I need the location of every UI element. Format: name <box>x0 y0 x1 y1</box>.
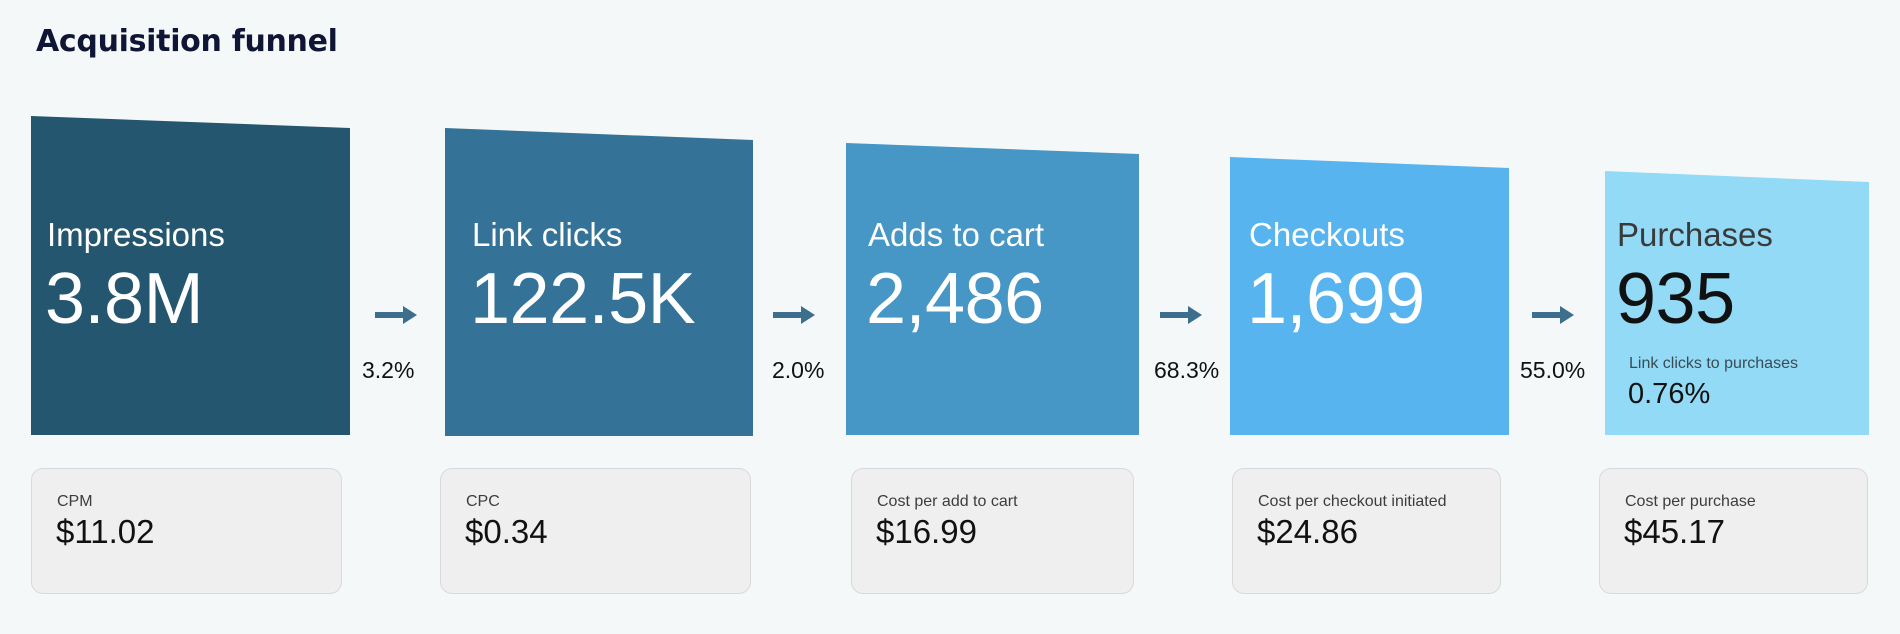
cost-card-cpm: CPM $11.02 <box>31 468 342 594</box>
funnel-conversion-value: 0.76% <box>1628 378 1711 410</box>
stage-impressions: Impressions 3.8M <box>31 116 350 435</box>
stage-label: Link clicks <box>472 216 623 253</box>
cost-value: $16.99 <box>876 513 977 550</box>
stage-label: Impressions <box>47 216 225 253</box>
cost-label: CPM <box>57 493 93 510</box>
arrow-right-icon <box>1160 306 1202 324</box>
stage-value: 1,699 <box>1247 259 1425 339</box>
cost-card-checkout: Cost per checkout initiated $24.86 <box>1232 468 1501 594</box>
conversion-rate: 2.0% <box>772 357 825 383</box>
stage-purchases: Purchases 935 Link clicks to purchases 0… <box>1605 171 1869 435</box>
stage-link-clicks: Link clicks 122.5K <box>445 128 753 436</box>
cost-value: $45.17 <box>1624 513 1725 550</box>
cost-card-add-to-cart: Cost per add to cart $16.99 <box>851 468 1134 594</box>
cost-value: $24.86 <box>1257 513 1358 550</box>
cost-value: $11.02 <box>56 513 155 550</box>
conversion-rate: 55.0% <box>1520 357 1586 383</box>
funnel-conversion-label: Link clicks to purchases <box>1629 355 1798 372</box>
stage-label: Purchases <box>1617 216 1773 253</box>
stage-value: 2,486 <box>866 259 1044 339</box>
stage-label: Checkouts <box>1249 216 1405 253</box>
page-title: Acquisition funnel <box>36 24 338 59</box>
stage-value: 935 <box>1616 259 1735 339</box>
conversion-rate: 68.3% <box>1154 357 1220 383</box>
cost-label: Cost per checkout initiated <box>1258 493 1447 510</box>
cost-card-cpc: CPC $0.34 <box>440 468 751 594</box>
cost-label: CPC <box>466 493 500 510</box>
conversion-rate: 3.2% <box>362 357 415 383</box>
arrow-right-icon <box>773 306 815 324</box>
cost-value: $0.34 <box>465 513 548 550</box>
arrow-right-icon <box>1532 306 1574 324</box>
arrow-right-icon <box>375 306 417 324</box>
stage-checkouts: Checkouts 1,699 <box>1230 157 1509 435</box>
cost-card-purchase: Cost per purchase $45.17 <box>1599 468 1868 594</box>
stage-adds-to-cart: Adds to cart 2,486 <box>846 143 1139 435</box>
stage-label: Adds to cart <box>868 216 1045 253</box>
cost-label: Cost per purchase <box>1625 493 1756 510</box>
stage-value: 122.5K <box>470 259 696 339</box>
cost-label: Cost per add to cart <box>877 493 1018 510</box>
stage-value: 3.8M <box>45 259 204 339</box>
